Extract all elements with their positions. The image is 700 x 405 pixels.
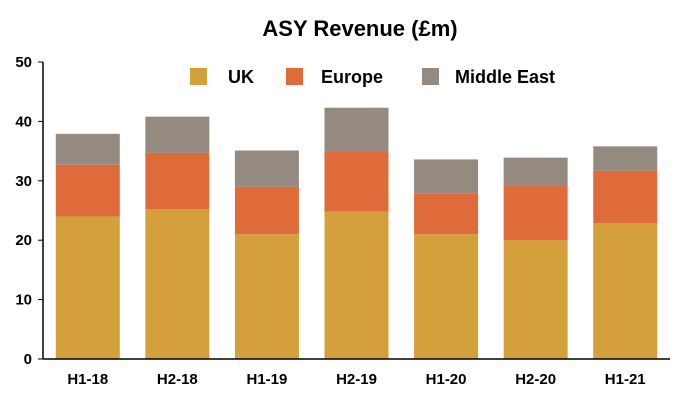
y-tick-label: 30 bbox=[15, 173, 32, 190]
bar-europe-h2-18 bbox=[145, 152, 210, 210]
bar-middle-east-h1-20 bbox=[414, 159, 479, 194]
bar-middle-east-h2-19 bbox=[324, 107, 389, 152]
x-tick-label: H1-21 bbox=[605, 371, 646, 388]
bar-uk-h2-20 bbox=[503, 240, 568, 359]
bar-middle-east-h2-18 bbox=[145, 116, 210, 153]
y-tick-label: 40 bbox=[15, 113, 32, 130]
bar-europe-h1-18 bbox=[55, 164, 120, 217]
x-tick-label: H1-20 bbox=[426, 371, 467, 388]
bar-europe-h1-20 bbox=[414, 193, 479, 235]
bar-uk-h1-19 bbox=[234, 234, 299, 359]
bar-middle-east-h2-20 bbox=[503, 157, 568, 186]
y-tick-label: 0 bbox=[24, 351, 32, 368]
bar-europe-h2-20 bbox=[503, 185, 568, 241]
bar-europe-h1-19 bbox=[234, 186, 299, 235]
y-tick-label: 50 bbox=[15, 54, 32, 71]
x-tick-label: H1-18 bbox=[67, 371, 108, 388]
legend-swatch-middle-east bbox=[422, 68, 439, 85]
x-tick-label: H1-19 bbox=[246, 371, 287, 388]
legend-label: Middle East bbox=[455, 67, 555, 87]
legend-swatch-uk bbox=[190, 68, 207, 85]
x-tick-label: H2-19 bbox=[336, 371, 377, 388]
bar-middle-east-h1-21 bbox=[593, 146, 658, 171]
bar-europe-h1-21 bbox=[593, 170, 658, 223]
bar-middle-east-h1-19 bbox=[234, 150, 299, 187]
bar-uk-h1-20 bbox=[414, 234, 479, 359]
plot-area: 0 10 20 30 40 50 H1-18 H2-18 H1-19 H2-19 H1-20 H2-2… bbox=[15, 54, 670, 388]
bar-uk-h2-18 bbox=[145, 209, 210, 359]
chart-title: ASY Revenue (£m) bbox=[262, 16, 457, 41]
y-tick-label: 20 bbox=[15, 232, 32, 249]
legend-swatch-europe bbox=[286, 68, 303, 85]
bar-uk-h1-18 bbox=[55, 216, 120, 359]
legend-label: UK bbox=[228, 67, 254, 87]
x-tick-label: H2-18 bbox=[157, 371, 198, 388]
bar-uk-h1-21 bbox=[593, 222, 658, 359]
bar-europe-h2-19 bbox=[324, 151, 389, 212]
legend: UK Europe Middle East bbox=[190, 67, 555, 87]
y-tick-label: 10 bbox=[15, 292, 32, 309]
legend-label: Europe bbox=[321, 67, 383, 87]
x-tick-label: H2-20 bbox=[515, 371, 556, 388]
bar-middle-east-h1-18 bbox=[55, 133, 120, 165]
bar-uk-h2-19 bbox=[324, 211, 389, 359]
